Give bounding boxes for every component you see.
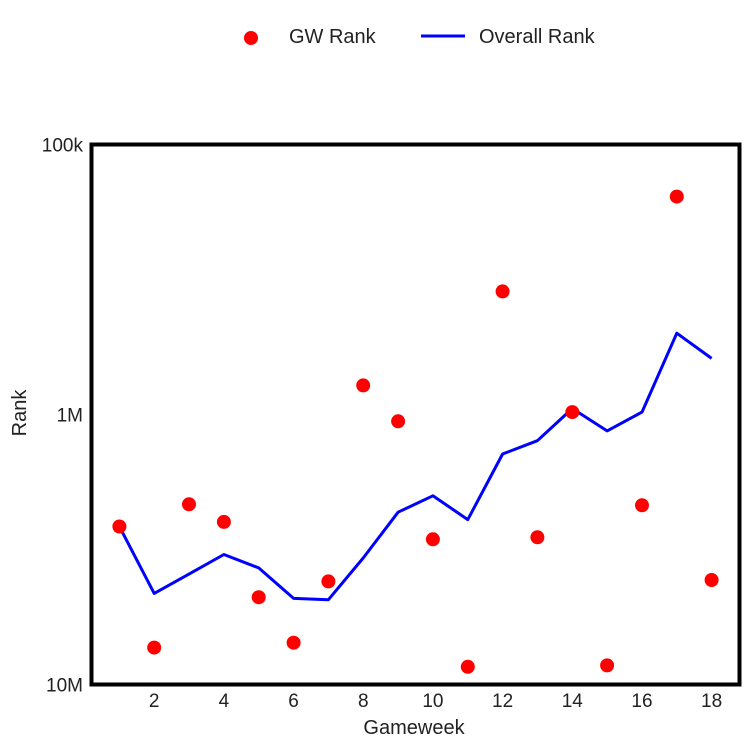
gw-rank-point (425, 532, 440, 547)
y-axis-title: Rank (9, 389, 31, 437)
gw-rank-point (391, 414, 406, 429)
gw-rank-point (704, 573, 719, 587)
x-tick-label: 14 (562, 691, 584, 712)
y-tick-label: 100k (42, 136, 84, 157)
overall-rank-series (118, 331, 713, 602)
x-tick-label: 4 (219, 691, 230, 712)
gw-rank-point (216, 514, 231, 529)
x-tick-label: 12 (492, 691, 513, 712)
x-tick-label: 8 (358, 691, 369, 712)
legend-marker-gw-rank (244, 31, 258, 45)
gw-rank-point (356, 378, 371, 393)
gw-rank-point (286, 635, 301, 650)
gw-rank-point (182, 497, 196, 512)
y-tick-label: 10M (46, 676, 83, 697)
gw-rank-point (460, 659, 475, 674)
gw-rank-point (321, 574, 336, 589)
gw-rank-point (669, 189, 684, 204)
gw-rank-point (635, 498, 649, 513)
legend-label-overall-rank: Overall Rank (479, 26, 596, 48)
legend-label-gw-rank: GW Rank (289, 26, 377, 48)
gw-rank-series (112, 189, 719, 674)
x-tick-label: 16 (631, 691, 652, 712)
gw-rank-point (251, 590, 266, 605)
gw-rank-point (112, 519, 127, 534)
overall-rank-line (118, 331, 713, 602)
x-tick-label: 6 (288, 691, 299, 712)
plot-frame (89, 142, 742, 687)
x-axis-title: Gameweek (363, 717, 465, 739)
gw-rank-point (495, 284, 510, 299)
gw-rank-point (565, 405, 580, 420)
y-tick-label: 1M (57, 406, 83, 427)
gw-rank-point (530, 530, 545, 545)
y-axis-ticks: 100k 1M 10M (42, 136, 84, 697)
x-tick-label: 18 (701, 691, 722, 712)
legend: GW Rank Overall Rank (244, 26, 596, 48)
gw-rank-point (600, 658, 615, 673)
x-tick-label: 10 (422, 691, 443, 712)
gw-rank-point (147, 640, 162, 655)
x-axis-ticks: 2 4 6 8 10 12 14 16 18 (149, 691, 722, 712)
x-tick-label: 2 (149, 691, 160, 712)
